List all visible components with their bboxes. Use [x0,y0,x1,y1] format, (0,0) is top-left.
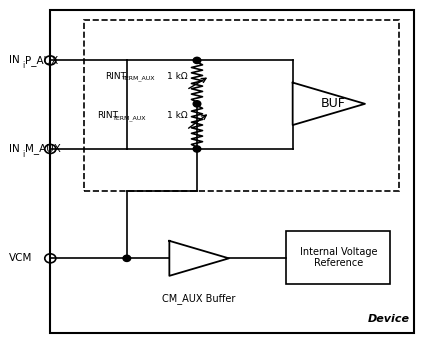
Bar [84,21,399,191]
Circle shape [123,255,131,261]
Text: i: i [22,62,24,70]
Text: Device: Device [368,314,410,324]
Circle shape [193,146,201,152]
Text: M_AUX: M_AUX [25,144,61,154]
Text: TERM_AUX: TERM_AUX [122,76,155,81]
Text: 1 kΩ: 1 kΩ [167,111,188,120]
Text: IN: IN [9,55,20,65]
Circle shape [193,101,201,107]
Text: BUF: BUF [321,97,345,110]
Text: P_AUX: P_AUX [25,55,58,66]
Text: CM_AUX Buffer: CM_AUX Buffer [163,293,236,304]
Text: Internal Voltage
Reference: Internal Voltage Reference [300,247,377,268]
Text: VCM: VCM [9,253,33,263]
Text: IN: IN [9,144,20,154]
Text: RINT: RINT [97,111,118,120]
Text: i: i [22,150,24,159]
Circle shape [193,57,201,64]
Text: RINT: RINT [106,71,127,80]
Text: 1 kΩ: 1 kΩ [167,71,188,80]
Bar [50,10,414,333]
Text: TERM_AUX: TERM_AUX [113,115,147,120]
Bar [286,231,390,284]
